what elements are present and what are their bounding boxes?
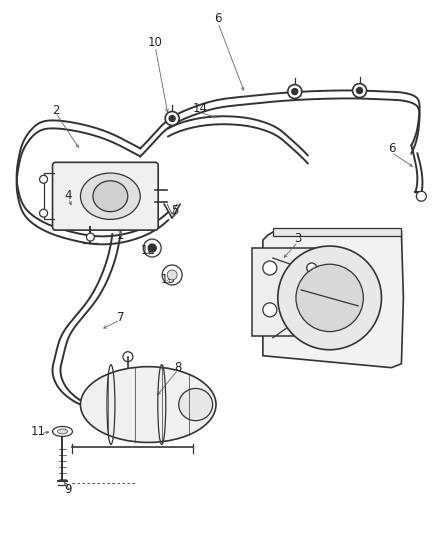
Text: 12: 12 <box>141 244 156 256</box>
FancyBboxPatch shape <box>53 163 158 230</box>
Circle shape <box>165 111 179 125</box>
Text: 2: 2 <box>52 104 59 117</box>
Text: 4: 4 <box>65 189 72 201</box>
Circle shape <box>263 303 277 317</box>
Circle shape <box>278 246 381 350</box>
Circle shape <box>169 116 175 122</box>
Text: 13: 13 <box>161 273 176 286</box>
Circle shape <box>39 175 48 183</box>
Circle shape <box>39 209 48 217</box>
Circle shape <box>417 191 426 201</box>
Bar <box>273 228 401 236</box>
Text: 11: 11 <box>31 425 46 438</box>
Text: 6: 6 <box>214 12 222 25</box>
Text: 7: 7 <box>117 311 124 325</box>
Circle shape <box>353 84 367 98</box>
Circle shape <box>357 87 363 94</box>
Circle shape <box>162 265 182 285</box>
Circle shape <box>263 261 277 275</box>
Circle shape <box>307 263 317 273</box>
Text: 3: 3 <box>294 232 301 245</box>
Text: 8: 8 <box>174 361 182 374</box>
Text: 14: 14 <box>193 102 208 115</box>
Circle shape <box>292 88 298 94</box>
Text: 5: 5 <box>171 204 179 217</box>
Circle shape <box>143 239 161 257</box>
Ellipse shape <box>53 426 72 437</box>
Circle shape <box>296 264 364 332</box>
Text: 10: 10 <box>148 36 162 49</box>
Circle shape <box>167 270 177 280</box>
Text: 1: 1 <box>117 229 124 241</box>
Ellipse shape <box>81 367 216 442</box>
Text: 6: 6 <box>388 142 395 155</box>
Circle shape <box>148 244 156 252</box>
Bar <box>252 248 330 336</box>
Ellipse shape <box>93 181 128 212</box>
Polygon shape <box>263 232 403 368</box>
Circle shape <box>288 85 302 99</box>
Circle shape <box>123 352 133 362</box>
Text: 9: 9 <box>65 483 72 496</box>
Ellipse shape <box>57 429 67 434</box>
Ellipse shape <box>81 173 140 220</box>
Ellipse shape <box>179 389 212 421</box>
Circle shape <box>86 233 95 241</box>
